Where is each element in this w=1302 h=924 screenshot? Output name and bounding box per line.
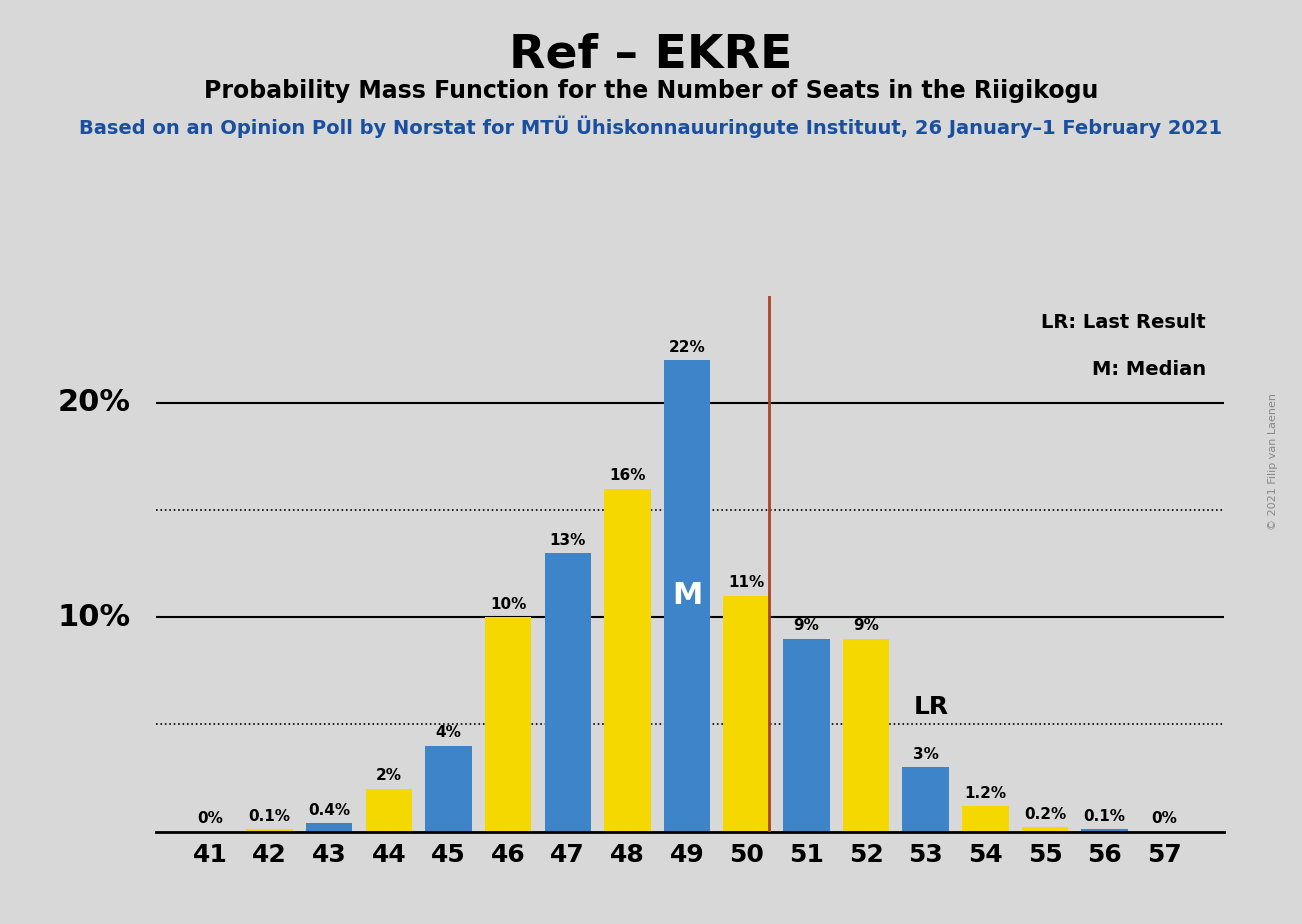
Bar <box>604 489 651 832</box>
Bar <box>783 638 829 832</box>
Text: LR: LR <box>914 695 949 719</box>
Text: 0.4%: 0.4% <box>309 803 350 818</box>
Bar <box>1082 830 1128 832</box>
Text: Probability Mass Function for the Number of Seats in the Riigikogu: Probability Mass Function for the Number… <box>204 79 1098 103</box>
Bar <box>366 789 413 832</box>
Text: 9%: 9% <box>793 618 819 633</box>
Text: 20%: 20% <box>57 388 130 418</box>
Text: M: M <box>672 581 702 610</box>
Text: LR: Last Result: LR: Last Result <box>1042 313 1206 332</box>
Bar <box>962 806 1009 832</box>
Text: 9%: 9% <box>853 618 879 633</box>
Bar <box>426 746 471 832</box>
Text: © 2021 Filip van Laenen: © 2021 Filip van Laenen <box>1268 394 1279 530</box>
Text: 16%: 16% <box>609 468 646 483</box>
Text: M: Median: M: Median <box>1092 360 1206 379</box>
Bar <box>306 823 353 832</box>
Text: 22%: 22% <box>669 340 706 355</box>
Text: 0.2%: 0.2% <box>1023 807 1066 822</box>
Bar <box>484 617 531 832</box>
Bar <box>724 596 769 832</box>
Text: 10%: 10% <box>490 597 526 612</box>
Bar <box>246 830 293 832</box>
Text: 0%: 0% <box>1151 811 1177 826</box>
Text: 0.1%: 0.1% <box>1083 809 1126 824</box>
Text: 3%: 3% <box>913 747 939 762</box>
Bar <box>544 553 591 832</box>
Text: 2%: 2% <box>376 769 402 784</box>
Text: 10%: 10% <box>57 602 130 632</box>
Text: Ref – EKRE: Ref – EKRE <box>509 32 793 78</box>
Text: 0%: 0% <box>197 811 223 826</box>
Text: 4%: 4% <box>436 725 461 740</box>
Text: Based on an Opinion Poll by Norstat for MTÜ Ühiskonnauuringute Instituut, 26 Jan: Based on an Opinion Poll by Norstat for … <box>79 116 1223 138</box>
Bar <box>1022 827 1068 832</box>
Text: 13%: 13% <box>549 532 586 548</box>
Bar <box>842 638 889 832</box>
Text: 1.2%: 1.2% <box>965 785 1006 800</box>
Text: 0.1%: 0.1% <box>249 809 290 824</box>
Bar <box>902 767 949 832</box>
Bar <box>664 360 711 832</box>
Text: 11%: 11% <box>729 576 764 590</box>
